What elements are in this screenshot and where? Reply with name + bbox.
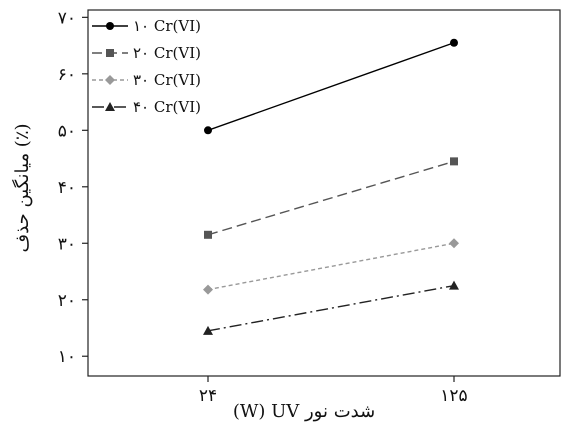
axes: ۱۰ ۲۰ ۳۰ ۴۰ ۵۰ ۶۰ ۷۰ ۲۴ ۱۲۵ (58, 8, 561, 406)
legend-entry: ۴۰ Cr(VI) (92, 98, 201, 116)
y-tick-label: ۱۰ (58, 347, 76, 367)
series-line (207, 284, 455, 332)
series-line (207, 160, 455, 236)
x-tick-label: ۲۴ (199, 386, 217, 406)
plot-frame (87, 9, 561, 377)
series-layer (203, 38, 459, 335)
data-point (450, 38, 458, 47)
x-axis-label: (W) UV شدت نور (233, 401, 375, 422)
x-tick-label: ۱۲۵ (440, 386, 467, 406)
y-tick-label: ۶۰ (58, 65, 76, 85)
data-point (204, 126, 212, 135)
legend-entry: ۱۰ Cr(VI) (92, 17, 201, 35)
data-point (204, 230, 212, 239)
legend-label: ۴۰ Cr(VI) (133, 98, 201, 116)
y-tick-label: ۴۰ (58, 178, 76, 198)
legend-entry: ۲۰ Cr(VI) (92, 44, 201, 62)
y-tick-label: ۳۰ (58, 234, 76, 254)
series-line (207, 42, 455, 131)
legend-marker (105, 102, 115, 111)
y-tick-label: ۲۰ (58, 291, 76, 311)
series-2 (204, 157, 458, 239)
series-1 (204, 38, 458, 135)
data-point (203, 284, 213, 295)
y-tick-label: ۷۰ (58, 8, 76, 28)
series-4 (203, 280, 459, 335)
data-point (449, 280, 459, 290)
legend-label: ۲۰ Cr(VI) (133, 44, 201, 62)
legend-marker (106, 49, 114, 57)
series-3 (203, 238, 459, 295)
series-line (207, 242, 455, 291)
data-point (203, 325, 213, 335)
data-point (450, 157, 458, 166)
legend-label: ۳۰ Cr(VI) (133, 71, 201, 89)
legend-marker (105, 75, 115, 85)
legend: ۱۰ Cr(VI) ۲۰ Cr(VI) ۳۰ Cr(VI) ۴۰ Cr(VI) (92, 17, 201, 116)
legend-entry: ۳۰ Cr(VI) (92, 71, 201, 89)
data-point (449, 238, 459, 249)
y-tick-label: ۵۰ (58, 121, 76, 141)
legend-label: ۱۰ Cr(VI) (133, 17, 201, 35)
y-axis-label: میانگین حذف (٪) (11, 123, 33, 252)
legend-marker (106, 22, 114, 30)
